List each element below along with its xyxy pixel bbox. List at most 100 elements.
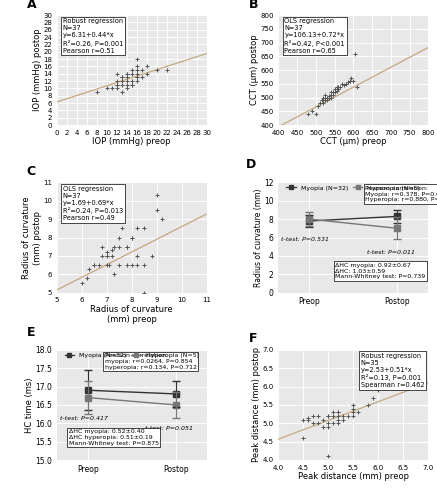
Point <box>340 416 347 424</box>
Point <box>335 408 342 416</box>
Point <box>91 261 98 269</box>
Point <box>163 66 170 74</box>
Point <box>118 88 125 96</box>
Text: ΔHC myopia: 0.92±0.67
ΔHC: 1.03±0.59
Mann-Whitney test: P=0.739: ΔHC myopia: 0.92±0.67 ΔHC: 1.03±0.59 Man… <box>335 263 426 280</box>
Point <box>327 94 334 102</box>
Point <box>108 252 115 260</box>
Point <box>106 261 113 269</box>
Point <box>327 91 334 99</box>
Point <box>350 404 357 412</box>
Y-axis label: IOP (mmHg) postop: IOP (mmHg) postop <box>33 29 42 112</box>
Point <box>337 82 344 90</box>
Text: t-test: P=0.011: t-test: P=0.011 <box>367 250 415 255</box>
Point <box>370 394 377 402</box>
Point <box>325 412 332 420</box>
Point <box>118 81 125 89</box>
Point <box>116 234 123 241</box>
Point <box>111 270 118 278</box>
Text: ΔHC myopia: 0.52±0.40
ΔHC hyperopia: 0.51±0.19
Mann-Whitney test: P=0.875: ΔHC myopia: 0.52±0.40 ΔHC hyperopia: 0.5… <box>69 429 159 446</box>
Point <box>128 261 135 269</box>
Legend: Myopia (N=32), Hyperopia (N=5): Myopia (N=32), Hyperopia (N=5) <box>284 184 422 192</box>
Point <box>133 66 140 74</box>
Point <box>128 234 135 241</box>
Point <box>312 110 319 118</box>
Point <box>123 70 130 78</box>
Point <box>325 423 332 431</box>
Point <box>335 86 342 94</box>
Text: t-test: P=0.531: t-test: P=0.531 <box>281 237 329 242</box>
Point <box>339 80 346 88</box>
Point <box>320 99 327 107</box>
Point <box>128 81 135 89</box>
Point <box>133 74 140 82</box>
Point <box>326 92 333 100</box>
Text: E: E <box>27 326 35 339</box>
Point <box>141 288 148 296</box>
Y-axis label: CCT (μm) postop: CCT (μm) postop <box>250 35 259 106</box>
Text: Pearson correlation:
myopia: r=0.0264, P=0.854
hyperopia: r=0.134, P=0.712: Pearson correlation: myopia: r=0.0264, P… <box>105 353 197 370</box>
Text: F: F <box>249 332 257 345</box>
Point <box>153 66 160 74</box>
Point <box>329 88 336 96</box>
Point <box>133 70 140 78</box>
Point <box>133 224 140 232</box>
Text: t-test: P=0.051: t-test: P=0.051 <box>145 426 193 432</box>
Point <box>320 96 327 104</box>
Point <box>325 420 332 428</box>
Point <box>83 274 90 282</box>
Point <box>128 66 135 74</box>
Point <box>320 416 327 424</box>
Point <box>350 412 357 420</box>
Point <box>335 416 342 424</box>
Point <box>113 70 120 78</box>
Point <box>331 88 338 96</box>
Point <box>344 78 351 86</box>
Point <box>103 84 110 92</box>
Point <box>400 379 407 387</box>
Point <box>305 416 312 424</box>
Point <box>133 62 140 70</box>
Point <box>322 91 329 99</box>
Point <box>103 252 110 260</box>
Point <box>350 401 357 409</box>
Point <box>322 96 329 104</box>
Point <box>335 408 342 416</box>
Point <box>103 252 110 260</box>
Point <box>98 242 105 250</box>
Point <box>141 261 148 269</box>
Point <box>123 261 130 269</box>
Point <box>322 94 329 102</box>
Point <box>113 81 120 89</box>
Point <box>305 110 312 118</box>
Point <box>310 420 317 428</box>
Point <box>300 434 307 442</box>
Point <box>118 74 125 82</box>
Point <box>158 215 165 223</box>
Point <box>133 252 140 260</box>
Point <box>116 261 123 269</box>
X-axis label: CCT (μm) preop: CCT (μm) preop <box>320 138 387 146</box>
Point <box>153 192 160 200</box>
Text: B: B <box>249 0 258 10</box>
Point <box>133 74 140 82</box>
Point <box>133 55 140 63</box>
Point <box>153 206 160 214</box>
Point <box>365 401 372 409</box>
Y-axis label: HC time (ms): HC time (ms) <box>24 377 34 432</box>
Point <box>314 102 321 110</box>
Point <box>335 82 342 90</box>
Point <box>116 242 123 250</box>
Text: t-test: P=0.417: t-test: P=0.417 <box>60 416 108 422</box>
Point <box>123 84 130 92</box>
Point <box>305 414 312 422</box>
Point <box>91 261 98 269</box>
Point <box>113 81 120 89</box>
Point <box>123 81 130 89</box>
Point <box>128 70 135 78</box>
Point <box>346 77 353 85</box>
Point <box>118 74 125 82</box>
Point <box>325 412 332 420</box>
Point <box>143 70 150 78</box>
Point <box>309 108 316 116</box>
Point <box>128 234 135 241</box>
